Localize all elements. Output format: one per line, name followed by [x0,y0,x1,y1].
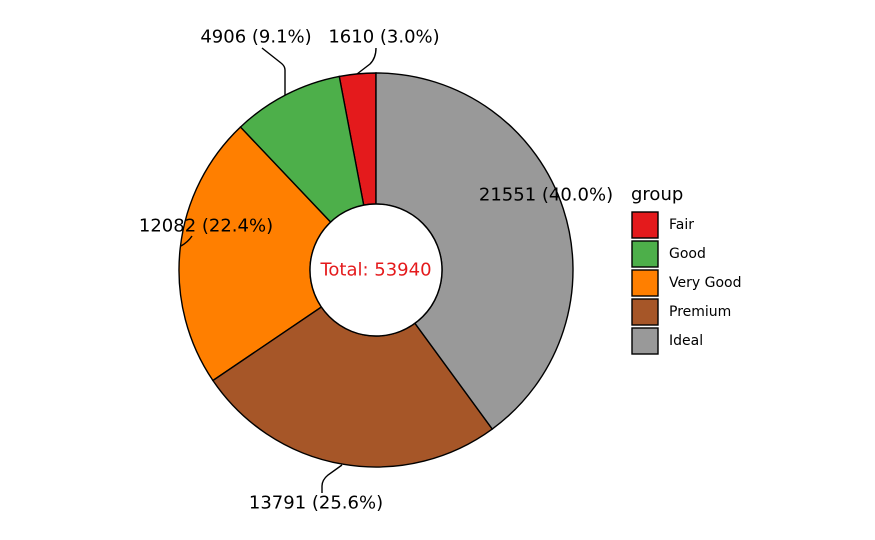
slice-label-fair: 1610 (3.0%) [328,27,439,48]
leader-line-very-good [180,235,193,247]
legend-key-ideal [631,327,659,355]
legend-label-very-good: Very Good [669,275,741,291]
legend-key-premium [631,298,659,326]
slice-label-very-good: 12082 (22.4%) [139,216,273,237]
center-total-label: Total: 53940 [319,260,431,281]
leader-line-fair [356,47,377,75]
leader-line-premium [321,464,343,493]
legend-key-fair [631,211,659,239]
slice-labels: 1610 (3.0%) 4906 (9.1%) 12082 (22.4%) 13791… [139,27,613,514]
legend-label-fair: Fair [669,217,694,233]
legend-label-good: Good [669,246,706,262]
slice-label-good: 4906 (9.1%) [200,27,311,48]
leader-line-good [261,47,286,95]
donut-hole [309,203,443,337]
slice-label-premium: 13791 (25.6%) [249,493,383,514]
legend-title: group [631,184,683,205]
legend-label-premium: Premium [669,304,731,320]
legend-key-good [631,240,659,268]
slice-label-ideal: 21551 (40.0%) [479,185,613,206]
legend-label-ideal: Ideal [669,333,703,349]
legend: group Fair Good Very Good Premium Ideal [631,184,741,355]
legend-key-very-good [631,269,659,297]
donut-slices [178,72,574,468]
